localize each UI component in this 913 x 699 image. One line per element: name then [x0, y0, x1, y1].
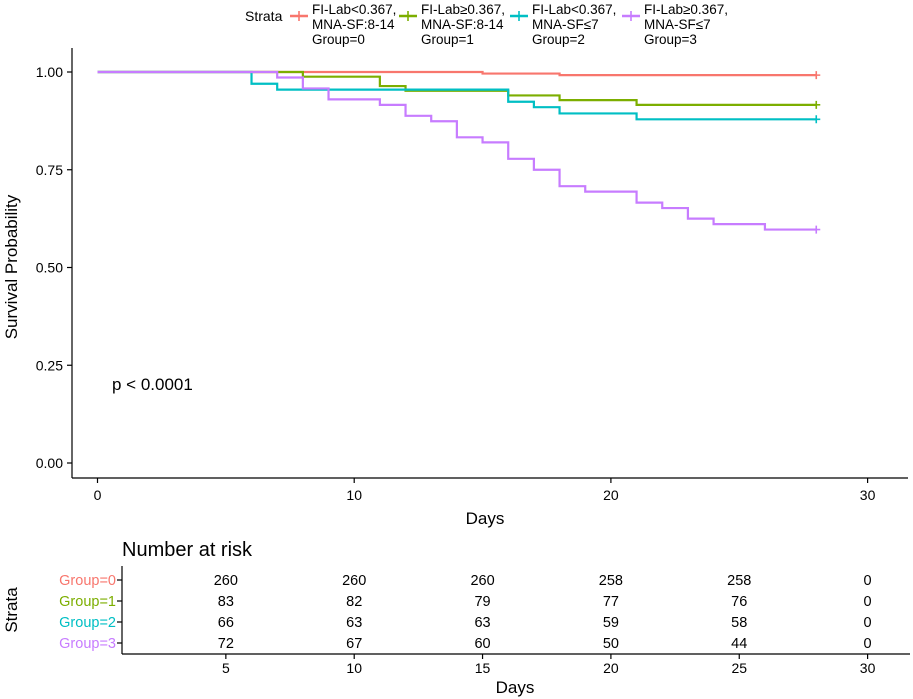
- risk-table-x-label: Days: [496, 678, 535, 697]
- legend-entry-label: FI-Lab≥0.367,: [421, 2, 505, 17]
- legend-entry-label: Group=1: [421, 32, 474, 47]
- survival-curves: [97, 70, 821, 234]
- survival-curve-group-2: [97, 70, 817, 121]
- risk-cell: 44: [731, 636, 747, 652]
- y-axis-ticks: 0.00 0.25 0.50 0.75 1.00: [36, 64, 72, 471]
- risk-row-label: Group=0: [59, 573, 116, 589]
- risk-x-tick-label: 10: [346, 660, 362, 676]
- risk-x-tick-label: 25: [731, 660, 747, 676]
- risk-cell: 260: [342, 573, 366, 589]
- risk-cell: 260: [470, 573, 494, 589]
- risk-table-y-label: Strata: [2, 587, 21, 633]
- legend-entry-label: MNA-SF≤7: [532, 17, 599, 32]
- risk-row-label: Group=2: [59, 615, 116, 631]
- legend-entry-label: Group=3: [644, 32, 697, 47]
- legend-entry-label: FI-Lab≥0.367,: [644, 2, 728, 17]
- risk-cell: 76: [731, 594, 747, 610]
- legend-entry-label: FI-Lab<0.367,: [312, 2, 396, 17]
- x-tick-label: 30: [860, 487, 876, 503]
- legend-entry-label: MNA-SF≤7: [644, 17, 711, 32]
- risk-cell: 0: [864, 615, 872, 631]
- risk-cell: 59: [603, 615, 619, 631]
- y-tick-label: 0.75: [36, 162, 63, 178]
- x-axis-label: Days: [466, 509, 505, 528]
- risk-cell: 50: [603, 636, 619, 652]
- y-tick-label: 1.00: [36, 64, 63, 80]
- risk-cell: 77: [603, 594, 619, 610]
- survival-curve-group-3: [97, 70, 817, 231]
- censor-mark: [812, 100, 821, 109]
- risk-table-rows: Group=0 260 260 260 258 258 0 Group=1 83 82 79 77 76…: [59, 573, 871, 652]
- y-tick-label: 0.00: [36, 455, 63, 471]
- risk-cell: 72: [218, 636, 234, 652]
- legend: Strata FI-Lab<0.367,MNA-SF:8-14Group=0FI…: [245, 2, 728, 47]
- survival-curve-group-0: [97, 70, 817, 77]
- survival-curve-group-1: [97, 70, 817, 106]
- x-tick-label: 0: [94, 487, 102, 503]
- y-tick-label: 0.50: [36, 260, 63, 276]
- risk-cell: 60: [474, 636, 490, 652]
- x-tick-label: 10: [346, 487, 362, 503]
- x-tick-label: 20: [603, 487, 619, 503]
- risk-cell: 258: [599, 573, 623, 589]
- y-tick-label: 0.25: [36, 357, 63, 373]
- risk-row-label: Group=3: [59, 636, 116, 652]
- risk-cell: 63: [346, 615, 362, 631]
- risk-x-tick-label: 20: [603, 660, 619, 676]
- risk-cell: 0: [864, 594, 872, 610]
- risk-table: Number at risk Group=0 260 260 260 258 258 0Gr…: [2, 539, 910, 697]
- censor-mark: [812, 225, 821, 234]
- legend-entry-label: MNA-SF:8-14: [312, 17, 395, 32]
- risk-cell: 67: [346, 636, 362, 652]
- risk-table-title: Number at risk: [122, 539, 253, 561]
- legend-entry-label: Group=0: [312, 32, 365, 47]
- risk-cell: 82: [346, 594, 362, 610]
- legend-entry-label: MNA-SF:8-14: [421, 17, 504, 32]
- risk-cell: 83: [218, 594, 234, 610]
- survival-plot: 0.00 0.25 0.50 0.75 1.00 0 10 20 30 Survival Pr…: [2, 48, 908, 528]
- legend-entry-label: Group=2: [532, 32, 585, 47]
- risk-cell: 0: [864, 636, 872, 652]
- censor-mark: [812, 115, 821, 124]
- y-axis-label: Survival Probability: [2, 194, 21, 339]
- legend-entry-label: FI-Lab<0.367,: [532, 2, 616, 17]
- risk-x-tick-label: 15: [475, 660, 491, 676]
- risk-cell: 258: [727, 573, 751, 589]
- x-axis-ticks: 0 10 20 30: [94, 478, 876, 503]
- risk-cell: 0: [864, 573, 872, 589]
- risk-x-tick-label: 5: [222, 660, 230, 676]
- risk-table-x-ticks: 5 10 15 20 25 30: [222, 654, 876, 676]
- risk-cell: 63: [474, 615, 490, 631]
- risk-cell: 58: [731, 615, 747, 631]
- risk-cell: 260: [214, 573, 238, 589]
- censor-mark: [812, 71, 821, 80]
- p-value-text: p < 0.0001: [112, 375, 193, 394]
- risk-cell: 66: [218, 615, 234, 631]
- risk-row-label: Group=1: [59, 594, 116, 610]
- legend-title: Strata: [245, 8, 283, 24]
- risk-cell: 79: [474, 594, 490, 610]
- risk-x-tick-label: 30: [860, 660, 876, 676]
